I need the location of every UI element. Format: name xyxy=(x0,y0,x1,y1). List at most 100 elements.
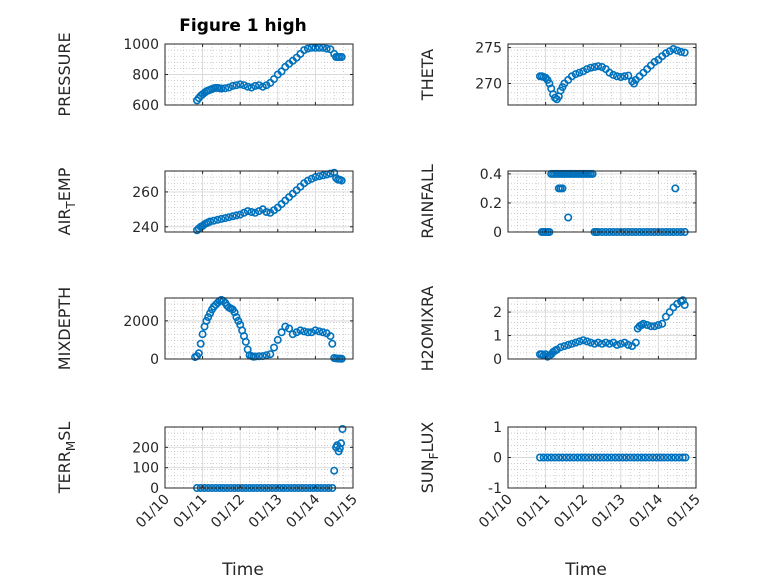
data-point xyxy=(300,46,309,55)
data-point xyxy=(292,328,301,337)
series-markers xyxy=(535,44,689,104)
subplot-6: 0 1 2 H2OMIXRA xyxy=(418,286,697,371)
data-point xyxy=(622,453,631,462)
y-axis-label: SUNFLUX xyxy=(418,422,441,494)
data-point xyxy=(605,339,614,348)
data-point xyxy=(326,45,335,54)
data-point xyxy=(194,349,203,358)
data-point xyxy=(612,340,621,349)
data-point xyxy=(243,82,252,91)
subplot-5: 0 2000 MIXDEPTH xyxy=(55,287,354,370)
data-point xyxy=(318,171,327,180)
axes-box xyxy=(164,426,354,489)
y-tick-label: 240 xyxy=(132,220,159,236)
y-tick-label: 0 xyxy=(150,352,159,368)
data-point xyxy=(307,174,316,183)
y-axis-label: AIRTEMP xyxy=(55,167,78,235)
data-point xyxy=(206,217,215,226)
data-point xyxy=(230,308,239,317)
subplot-2: 270 275 THETA xyxy=(418,41,697,106)
data-point xyxy=(554,453,563,462)
y-tick-label: 0.2 xyxy=(480,196,502,212)
y-tick-label: 800 xyxy=(132,68,159,84)
data-point xyxy=(652,453,661,462)
data-point xyxy=(680,48,689,57)
data-point xyxy=(217,214,226,223)
axes-box xyxy=(507,170,697,233)
series-markers xyxy=(535,453,690,462)
axes-box xyxy=(507,43,697,106)
data-point xyxy=(601,338,610,347)
data-point xyxy=(326,169,335,178)
data-point xyxy=(336,439,345,448)
data-point xyxy=(618,453,627,462)
data-point xyxy=(236,210,245,219)
data-point xyxy=(262,351,271,360)
data-point xyxy=(277,328,286,337)
data-point xyxy=(288,330,297,339)
data-point xyxy=(258,82,267,91)
data-point xyxy=(680,300,689,309)
data-point xyxy=(240,81,249,90)
data-point xyxy=(232,313,241,322)
data-point xyxy=(315,327,324,336)
data-point xyxy=(322,44,331,53)
y-axis-label: RAINFALL xyxy=(418,164,437,239)
y-tick-label: -1 xyxy=(488,481,502,497)
data-point xyxy=(667,453,676,462)
y-tick-label: 275 xyxy=(475,41,502,57)
x-tick-label: 01/11 xyxy=(171,492,211,532)
data-point xyxy=(202,316,211,325)
data-point xyxy=(337,176,346,185)
data-point xyxy=(318,43,327,52)
y-axis-label: PRESSURE xyxy=(55,32,74,116)
subplot-3: 240 260 AIRTEMP xyxy=(55,167,354,236)
data-point xyxy=(550,453,559,462)
y-tick-label: 0 xyxy=(493,225,502,241)
data-point xyxy=(539,453,548,462)
data-point xyxy=(599,453,608,462)
data-point xyxy=(315,43,324,52)
data-point xyxy=(616,339,625,348)
data-point xyxy=(577,453,586,462)
data-point xyxy=(247,208,256,217)
data-point xyxy=(558,184,567,193)
data-point xyxy=(659,453,668,462)
data-point xyxy=(335,444,344,453)
data-point xyxy=(575,337,584,346)
data-point xyxy=(247,83,256,92)
data-point xyxy=(641,453,650,462)
data-point xyxy=(646,322,655,331)
data-point xyxy=(611,453,620,462)
data-point xyxy=(620,72,629,81)
data-point xyxy=(584,453,593,462)
data-point xyxy=(318,328,327,337)
data-point xyxy=(631,338,640,347)
data-point xyxy=(221,214,230,223)
data-point xyxy=(656,453,665,462)
data-point xyxy=(330,466,339,475)
data-point xyxy=(206,309,215,318)
subplot-8: -1 0 1 SUNFLUX 01/1001/1101/1201/1301/1401/1… xyxy=(418,420,704,531)
data-point xyxy=(616,73,625,82)
series-markers xyxy=(191,295,346,363)
data-point xyxy=(671,453,680,462)
x-tick-label: 01/15 xyxy=(321,492,361,532)
data-point xyxy=(658,319,667,328)
data-point xyxy=(612,72,621,81)
y-axis-label: MIXDEPTH xyxy=(55,287,74,370)
data-point xyxy=(255,81,264,90)
y-axis-label: TERRMSL xyxy=(55,422,78,495)
data-point xyxy=(582,337,591,346)
data-point xyxy=(217,84,226,93)
data-point xyxy=(228,81,237,90)
subplot-7: 0 100 200 TERRMSL 01/1001/1101/1201/1301/140… xyxy=(55,422,361,532)
x-tick-label: 01/12 xyxy=(208,492,248,532)
y-tick-label: 0 xyxy=(150,481,159,497)
data-point xyxy=(251,352,260,361)
data-point xyxy=(547,453,556,462)
data-point xyxy=(338,424,347,433)
data-point xyxy=(571,338,580,347)
data-point xyxy=(581,453,590,462)
